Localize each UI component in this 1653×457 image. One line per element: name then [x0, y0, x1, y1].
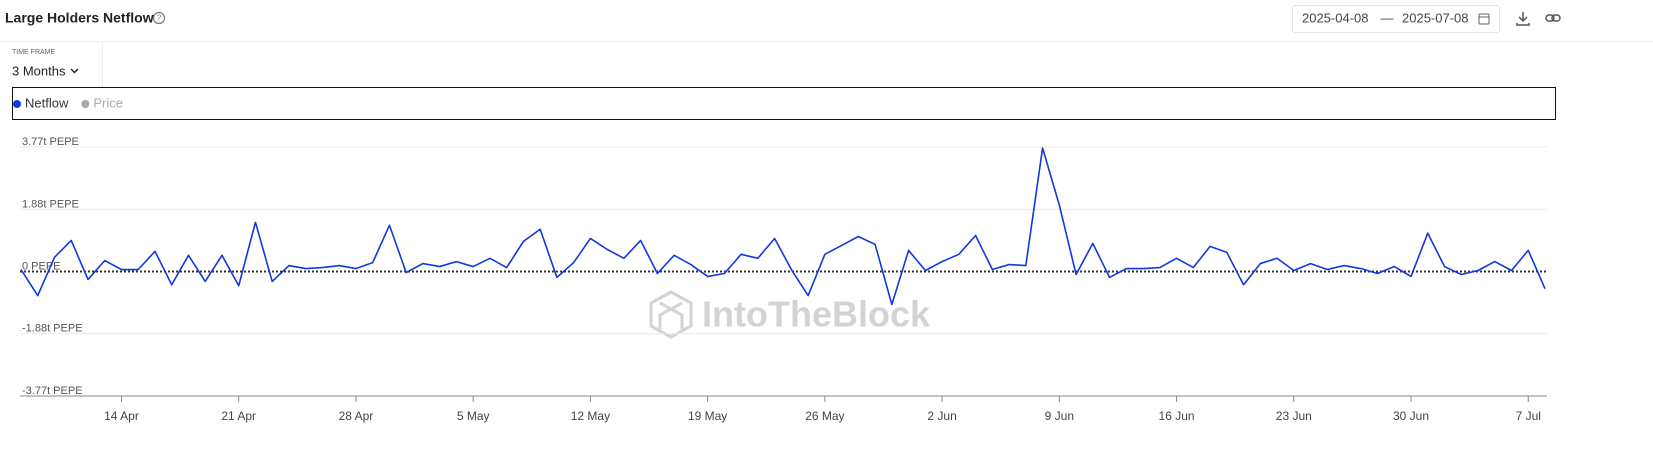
x-tick-label: 16 Jun	[1159, 409, 1195, 423]
timeframe-value[interactable]: 3 Months	[12, 63, 66, 78]
x-tick-label: 5 May	[457, 409, 490, 423]
x-tick-label: 19 May	[688, 409, 727, 423]
dropdown-arrow[interactable]	[70, 68, 79, 74]
legend-marker	[13, 100, 21, 108]
watermark-text: IntoTheBlock	[702, 294, 931, 335]
legend-label[interactable]: Netflow	[25, 95, 69, 110]
x-tick-label: 9 Jun	[1045, 409, 1074, 423]
date-start: 2025-04-08	[1302, 10, 1369, 25]
y-tick-label: -3.77t PEPE	[22, 385, 83, 397]
y-tick-label: -1.88t PEPE	[22, 322, 83, 334]
title: Large Holders Netflow	[5, 10, 154, 26]
calendar-icon[interactable]	[1478, 13, 1490, 25]
y-tick-label: 0 PEPE	[22, 260, 61, 272]
link-icon[interactable]	[1545, 14, 1561, 22]
x-tick-label: 7 Jul	[1516, 409, 1541, 423]
x-tick-label: 12 May	[571, 409, 610, 423]
legend: Netflow Price	[13, 95, 123, 110]
date-separator: —	[1381, 10, 1394, 25]
x-tick-label: 23 Jun	[1276, 409, 1312, 423]
legend-box	[12, 87, 1556, 120]
x-tick-label: 26 May	[805, 409, 844, 423]
y-tick-label: 1.88t PEPE	[22, 198, 79, 210]
x-tick-label: 30 Jun	[1393, 409, 1429, 423]
date-end: 2025-07-08	[1402, 10, 1469, 25]
date-range[interactable]	[1292, 5, 1500, 33]
plot: 3.77t PEPE 1.88t PEPE 0 PEPE -1.88t PEPE -3.…	[20, 136, 1547, 423]
netflow-line	[20, 147, 1546, 306]
x-tick-label: 2 Jun	[927, 409, 956, 423]
legend-label[interactable]: Price	[93, 95, 123, 110]
x-tick-label: 28 Apr	[339, 409, 374, 423]
svg-text:?: ?	[157, 14, 162, 23]
help-icon[interactable]: ?	[152, 11, 166, 25]
download-icon[interactable]	[1516, 12, 1530, 26]
legend-marker	[81, 100, 90, 108]
watermark: IntoTheBlock	[649, 290, 931, 339]
x-tick-label: 14 Apr	[104, 409, 139, 423]
y-tick-label: 3.77t PEPE	[22, 136, 79, 148]
x-tick-label: 21 Apr	[221, 409, 256, 423]
timeframe-label: TIME FRAME	[12, 49, 55, 56]
